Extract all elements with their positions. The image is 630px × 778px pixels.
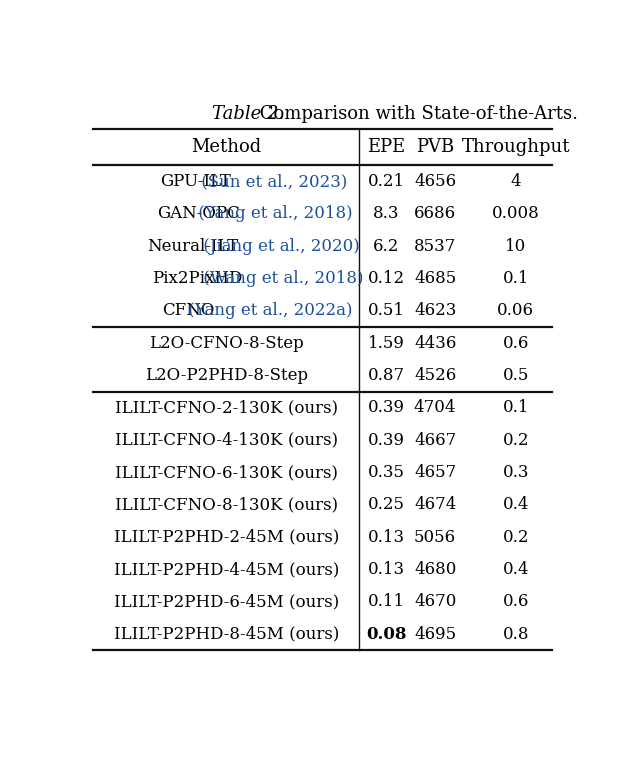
Text: 4623: 4623 — [414, 303, 456, 319]
Text: Method: Method — [192, 138, 261, 156]
Text: ILILT-P2PHD-2-45M (ours): ILILT-P2PHD-2-45M (ours) — [114, 529, 339, 545]
Text: (Yang et al., 2018): (Yang et al., 2018) — [193, 205, 353, 223]
Text: Table 2.: Table 2. — [212, 105, 285, 124]
Text: PVB: PVB — [416, 138, 454, 156]
Text: 0.35: 0.35 — [368, 464, 405, 481]
Text: 0.008: 0.008 — [492, 205, 540, 223]
Text: ILILT-CFNO-8-130K (ours): ILILT-CFNO-8-130K (ours) — [115, 496, 338, 513]
Text: 4674: 4674 — [414, 496, 456, 513]
Text: 4667: 4667 — [414, 432, 456, 449]
Text: (Jiang et al., 2020): (Jiang et al., 2020) — [198, 237, 360, 254]
Text: 0.3: 0.3 — [503, 464, 529, 481]
Text: 0.4: 0.4 — [503, 496, 529, 513]
Text: 0.4: 0.4 — [503, 561, 529, 578]
Text: 4680: 4680 — [414, 561, 456, 578]
Text: 0.6: 0.6 — [503, 335, 529, 352]
Text: 0.87: 0.87 — [368, 367, 405, 384]
Text: 0.5: 0.5 — [503, 367, 529, 384]
Text: 4695: 4695 — [414, 626, 456, 643]
Text: 4436: 4436 — [414, 335, 456, 352]
Text: GAN-OPC: GAN-OPC — [158, 205, 240, 223]
Text: 0.51: 0.51 — [368, 303, 405, 319]
Text: L2O-CFNO-8-Step: L2O-CFNO-8-Step — [149, 335, 304, 352]
Text: 0.6: 0.6 — [503, 594, 529, 611]
Text: Neural-ILT: Neural-ILT — [147, 237, 238, 254]
Text: 0.08: 0.08 — [366, 626, 406, 643]
Text: 10: 10 — [505, 237, 526, 254]
Text: 0.06: 0.06 — [497, 303, 534, 319]
Text: 0.11: 0.11 — [368, 594, 405, 611]
Text: L2O-P2PHD-8-Step: L2O-P2PHD-8-Step — [145, 367, 308, 384]
Text: ILILT-P2PHD-4-45M (ours): ILILT-P2PHD-4-45M (ours) — [114, 561, 339, 578]
Text: 0.2: 0.2 — [503, 529, 529, 545]
Text: Comparison with State-of-the-Arts.: Comparison with State-of-the-Arts. — [255, 105, 578, 124]
Text: 4685: 4685 — [414, 270, 456, 287]
Text: 1.59: 1.59 — [368, 335, 405, 352]
Text: 0.8: 0.8 — [503, 626, 529, 643]
Text: 0.12: 0.12 — [368, 270, 405, 287]
Text: Throughput: Throughput — [462, 138, 570, 156]
Text: 4657: 4657 — [414, 464, 456, 481]
Text: (Wang et al., 2018): (Wang et al., 2018) — [198, 270, 364, 287]
Text: 0.1: 0.1 — [503, 399, 529, 416]
Text: CFNO: CFNO — [163, 303, 215, 319]
Text: 4: 4 — [510, 173, 521, 190]
Text: 0.39: 0.39 — [368, 432, 405, 449]
Text: 0.39: 0.39 — [368, 399, 405, 416]
Text: 6.2: 6.2 — [373, 237, 399, 254]
Text: 8537: 8537 — [414, 237, 456, 254]
Text: 0.2: 0.2 — [503, 432, 529, 449]
Text: 0.21: 0.21 — [368, 173, 405, 190]
Text: ILILT-P2PHD-6-45M (ours): ILILT-P2PHD-6-45M (ours) — [114, 594, 339, 611]
Text: 0.25: 0.25 — [368, 496, 405, 513]
Text: 0.13: 0.13 — [368, 561, 405, 578]
Text: 4656: 4656 — [414, 173, 456, 190]
Text: (Yang et al., 2022a): (Yang et al., 2022a) — [183, 303, 352, 319]
Text: 4704: 4704 — [414, 399, 456, 416]
Text: ILILT-CFNO-4-130K (ours): ILILT-CFNO-4-130K (ours) — [115, 432, 338, 449]
Text: 0.1: 0.1 — [503, 270, 529, 287]
Text: (Sun et al., 2023): (Sun et al., 2023) — [196, 173, 347, 190]
Text: 6686: 6686 — [414, 205, 456, 223]
Text: ILILT-P2PHD-8-45M (ours): ILILT-P2PHD-8-45M (ours) — [114, 626, 339, 643]
Text: ILILT-CFNO-2-130K (ours): ILILT-CFNO-2-130K (ours) — [115, 399, 338, 416]
Text: EPE: EPE — [367, 138, 406, 156]
Text: 8.3: 8.3 — [373, 205, 399, 223]
Text: 4670: 4670 — [414, 594, 456, 611]
Text: 5056: 5056 — [414, 529, 456, 545]
Text: 0.13: 0.13 — [368, 529, 405, 545]
Text: GPU-ILT: GPU-ILT — [160, 173, 231, 190]
Text: ILILT-CFNO-6-130K (ours): ILILT-CFNO-6-130K (ours) — [115, 464, 338, 481]
Text: Pix2PixHD: Pix2PixHD — [152, 270, 243, 287]
Text: 4526: 4526 — [414, 367, 456, 384]
